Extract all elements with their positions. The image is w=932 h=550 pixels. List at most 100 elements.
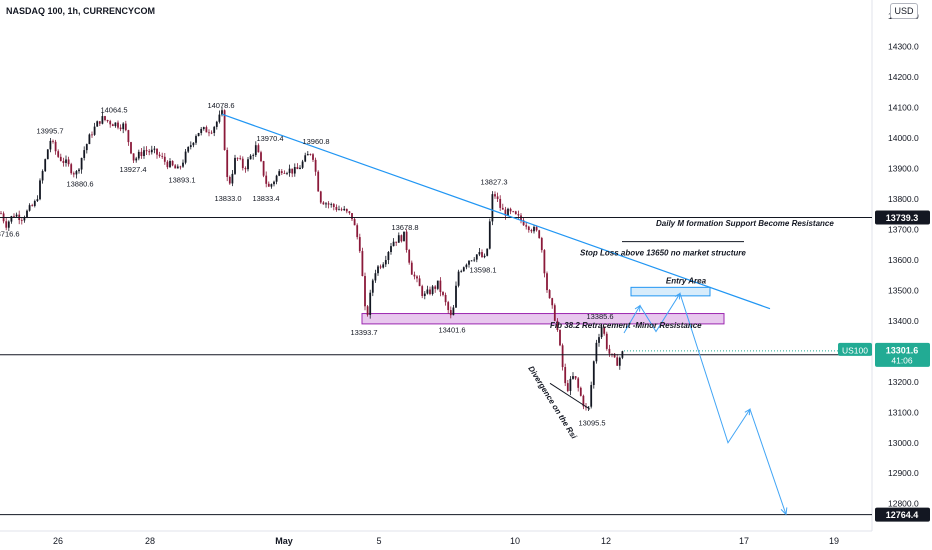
candle-body: [286, 173, 288, 174]
candle-body: [343, 208, 346, 211]
candle-body: [304, 155, 307, 162]
candle-body: [187, 146, 190, 152]
candle-body: [83, 150, 86, 158]
candle-body: [444, 294, 447, 303]
candle-body: [530, 230, 533, 232]
candle-body: [410, 262, 413, 275]
candle-body: [416, 276, 418, 279]
candle-body: [449, 310, 452, 316]
candle-body: [603, 327, 606, 334]
candle-body: [7, 221, 10, 228]
candle-body: [600, 327, 603, 338]
x-tick-label: 5: [376, 536, 381, 546]
candle-body: [148, 151, 151, 153]
candle-body: [486, 248, 489, 256]
candle-body: [361, 251, 364, 277]
candle-body: [559, 329, 561, 346]
candle-body: [174, 165, 177, 169]
candle-body: [592, 361, 595, 386]
candle-body: [166, 161, 169, 168]
candle-body: [275, 175, 278, 182]
candle-body: [429, 289, 431, 295]
candle-body: [338, 209, 340, 211]
candle-body: [171, 160, 174, 166]
candle-body: [132, 153, 135, 161]
candle-body: [494, 194, 496, 197]
candle-body: [434, 286, 437, 289]
candle-body: [140, 151, 143, 157]
candle-body: [540, 238, 543, 251]
symbol-badge-label: US100: [842, 345, 868, 355]
candle-body: [210, 132, 213, 134]
chart-title: NASDAQ 100, 1h, CURRENCYCOM: [6, 6, 156, 16]
candle-body: [335, 207, 338, 210]
candle-body: [44, 159, 47, 172]
candle-body: [153, 148, 156, 150]
candle-body: [507, 208, 509, 216]
y-tick-label: 13900.0: [888, 163, 919, 173]
candle-body: [405, 231, 408, 250]
drawings: [0, 113, 872, 516]
candle-body: [109, 121, 112, 125]
candle-body: [319, 191, 322, 203]
candle-body: [397, 235, 400, 243]
candle-body: [564, 367, 567, 384]
candle-body: [228, 177, 231, 184]
candle-body: [418, 278, 421, 287]
currency-button[interactable]: USD: [890, 3, 918, 19]
candle-body: [340, 209, 343, 211]
candle-body: [345, 208, 348, 212]
candle-body: [577, 378, 580, 388]
candle-body: [546, 273, 548, 291]
candle-body: [46, 149, 49, 160]
candle-body: [364, 276, 366, 307]
candle-body: [348, 211, 351, 214]
candle-body: [291, 168, 294, 174]
candle-body: [525, 225, 528, 227]
candle-body: [104, 116, 106, 121]
candle-body: [371, 280, 374, 293]
candle-body: [426, 289, 429, 294]
arrow-head: [674, 292, 681, 300]
candle-body: [488, 221, 491, 249]
x-tick-label: May: [275, 536, 293, 546]
candle-body: [504, 209, 507, 216]
candle-body: [244, 168, 247, 170]
candle-body: [249, 155, 252, 160]
price-label: 13995.7: [36, 126, 63, 135]
price-label: 13827.3: [480, 178, 507, 187]
x-tick-label: 10: [510, 536, 520, 546]
candle-body: [254, 145, 257, 156]
candle-body: [514, 211, 517, 215]
candle-body: [332, 204, 335, 208]
level-badge: [875, 210, 930, 225]
candle-body: [267, 183, 270, 187]
candle-body: [176, 166, 179, 169]
candle-body: [23, 217, 26, 221]
time-axis[interactable]: 26 28 May 5 10 12 17 19: [0, 530, 872, 546]
candle-body: [475, 254, 478, 260]
y-tick-label: 12900.0: [888, 468, 919, 478]
candle-body: [384, 260, 387, 265]
candle-body: [403, 231, 405, 242]
candle-body: [616, 357, 619, 366]
candle-body: [114, 122, 117, 127]
y-tick-label: 14200.0: [888, 72, 919, 82]
candle-body: [400, 235, 403, 242]
candle-body: [106, 120, 109, 122]
candle-body: [280, 171, 283, 174]
level-badge: [875, 507, 930, 522]
fib-zone: [361, 313, 725, 325]
candle-body: [293, 167, 296, 174]
candle-body: [93, 126, 96, 135]
price-label: 14078.6: [207, 101, 234, 110]
y-tick-label: 12800.0: [888, 499, 919, 509]
candle-body: [119, 127, 122, 130]
candle-body: [39, 180, 41, 200]
candle-body: [462, 267, 465, 272]
candle-body: [124, 123, 127, 131]
candle-body: [481, 252, 483, 258]
candle-body: [452, 307, 455, 316]
candle-body: [208, 132, 210, 134]
